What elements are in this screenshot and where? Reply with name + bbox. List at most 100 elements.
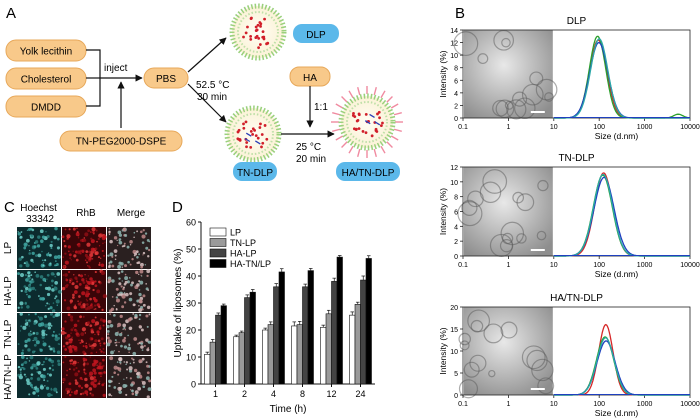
cell-speck: [61, 330, 66, 335]
cell-speck: [100, 270, 105, 276]
cell-speck: [128, 351, 130, 354]
cell-speck: [133, 337, 138, 341]
cell-speck: [109, 323, 114, 328]
cell-speck: [19, 371, 22, 374]
cell-speck: [53, 286, 58, 291]
legend-swatch: [209, 238, 227, 247]
cell-speck: [55, 260, 57, 262]
cell-speck: [94, 270, 97, 274]
cell-speck: [69, 362, 72, 365]
cell-speck: [97, 237, 100, 241]
cell-speck: [26, 305, 30, 309]
cell-speck: [131, 392, 135, 396]
cell-speck: [85, 278, 87, 280]
drug-dot: [377, 110, 381, 114]
tem-particle: [469, 354, 487, 372]
cell-speck: [113, 371, 116, 374]
cell-speck: [44, 265, 46, 267]
drug-dot: [249, 38, 253, 41]
cell-speck: [72, 326, 75, 329]
cell-speck: [62, 256, 64, 258]
cell-speck: [24, 289, 28, 294]
drug-dot: [257, 37, 261, 40]
drug-dot: [265, 137, 269, 141]
cholesterol-label: Cholesterol: [21, 75, 72, 86]
cell-speck: [70, 318, 74, 322]
cell-speck: [100, 263, 105, 268]
x-tick-label: 10000: [680, 262, 700, 269]
cell-speck: [62, 377, 66, 382]
cell-speck: [128, 297, 133, 302]
cell-speck: [69, 279, 71, 282]
cell-speck: [127, 334, 129, 337]
cell-speck: [54, 313, 59, 317]
drug-dot: [260, 133, 264, 136]
cell-speck: [133, 368, 138, 373]
bar-y-tick-label: 10: [186, 353, 196, 363]
cell-speck: [30, 282, 32, 285]
cell-speck: [114, 339, 117, 342]
cell-speck: [82, 315, 85, 318]
cell-speck: [70, 328, 74, 332]
cell-speck: [51, 334, 55, 337]
cell-speck: [90, 247, 95, 252]
cell-speck: [145, 361, 148, 364]
cell-speck: [130, 283, 133, 287]
cell-speck: [91, 319, 96, 324]
bar: [278, 271, 285, 385]
cell-speck: [108, 230, 111, 233]
cell-speck: [142, 385, 146, 389]
cell-speck: [136, 371, 141, 376]
cell-speck: [29, 355, 34, 360]
cell-speck: [102, 351, 105, 354]
cell-speck: [111, 264, 115, 268]
dlp-drug-dots: [242, 16, 270, 50]
cell-speck: [28, 245, 30, 247]
cell-speck: [71, 296, 75, 299]
drug-dot: [364, 112, 368, 116]
cell-speck: [55, 299, 60, 304]
col-header-hoechst-line2: 33342: [26, 214, 54, 225]
cell-speck: [74, 304, 76, 306]
cell-speck: [19, 264, 23, 268]
cell-speck: [108, 227, 111, 230]
cell-speck: [49, 306, 53, 310]
cell-speck: [83, 371, 85, 373]
cell-speck: [85, 298, 88, 301]
row-label-lp: LP: [3, 242, 14, 255]
legend-swatch: [209, 259, 227, 268]
bar: [238, 332, 245, 385]
cell-speck: [64, 228, 67, 231]
bar: [320, 326, 327, 385]
tem-particle: [501, 232, 514, 245]
cell-speck: [123, 336, 127, 340]
tem-particle: [516, 193, 535, 212]
panel-d: D 0 10 20 30 40 50 60 Uptake of liposomes (%) Ti…: [172, 199, 375, 415]
cell-speck: [89, 371, 94, 376]
ha-tn-dlp-drug-dots: [351, 110, 384, 138]
cell-speck: [72, 360, 77, 365]
drug-dot: [254, 36, 258, 39]
cell-speck: [140, 274, 142, 276]
cell-speck: [118, 282, 122, 286]
cell-speck: [142, 294, 146, 298]
cell-speck: [106, 324, 110, 329]
cell-speck: [97, 256, 101, 259]
cell-speck: [23, 285, 27, 288]
y-tick-label: 12: [450, 165, 458, 172]
cell-speck: [30, 382, 32, 384]
dls-title: HA/TN-DLP: [550, 293, 603, 304]
cell-speck: [93, 361, 97, 365]
tem-particle: [458, 332, 471, 346]
cell-speck: [115, 344, 118, 347]
cell-speck: [113, 350, 115, 352]
cell-speck: [103, 255, 105, 257]
cell-speck: [146, 305, 151, 310]
cell-speck: [67, 313, 71, 317]
bar-y-tick-label: 40: [186, 272, 196, 282]
cell-speck: [72, 293, 75, 297]
cell-speck: [118, 382, 120, 385]
dls-chart-ha-tn-dlp: HA/TN-DLP 0 5 10 15 20 0.1 1 10 100 1000 10000 Size …: [438, 293, 700, 418]
cell-speck: [37, 316, 40, 318]
